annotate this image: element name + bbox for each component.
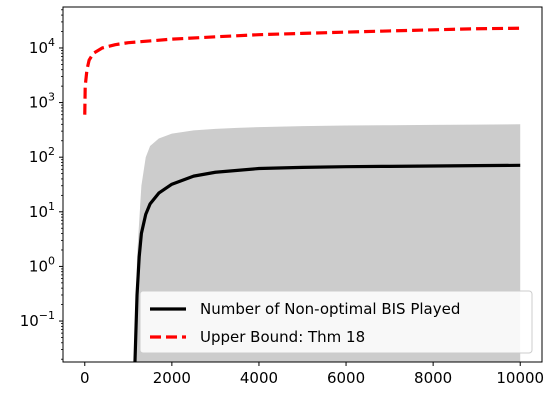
legend-label-2: Upper Bound: Thm 18 bbox=[200, 328, 365, 346]
x-tick-label: 6000 bbox=[327, 369, 365, 387]
x-tick-label: 2000 bbox=[153, 369, 191, 387]
y-tick-label: 101 bbox=[29, 200, 55, 221]
series-line-2 bbox=[83, 26, 521, 115]
series-line-1 bbox=[133, 163, 521, 362]
y-tick-label: 102 bbox=[29, 145, 55, 166]
y-tick-label: 10−1 bbox=[20, 309, 55, 330]
x-tick-label: 0 bbox=[80, 369, 90, 387]
y-tick-label: 100 bbox=[29, 254, 55, 275]
legend-label-1: Number of Non-optimal BIS Played bbox=[200, 300, 460, 318]
x-tick-label: 8000 bbox=[414, 369, 452, 387]
x-tick-label: 4000 bbox=[240, 369, 278, 387]
y-tick-label: 103 bbox=[29, 91, 55, 112]
x-tick-label: 10000 bbox=[496, 369, 544, 387]
plot-frame bbox=[62, 6, 543, 363]
legend-box bbox=[139, 290, 533, 354]
y-tick-label: 104 bbox=[29, 36, 55, 57]
